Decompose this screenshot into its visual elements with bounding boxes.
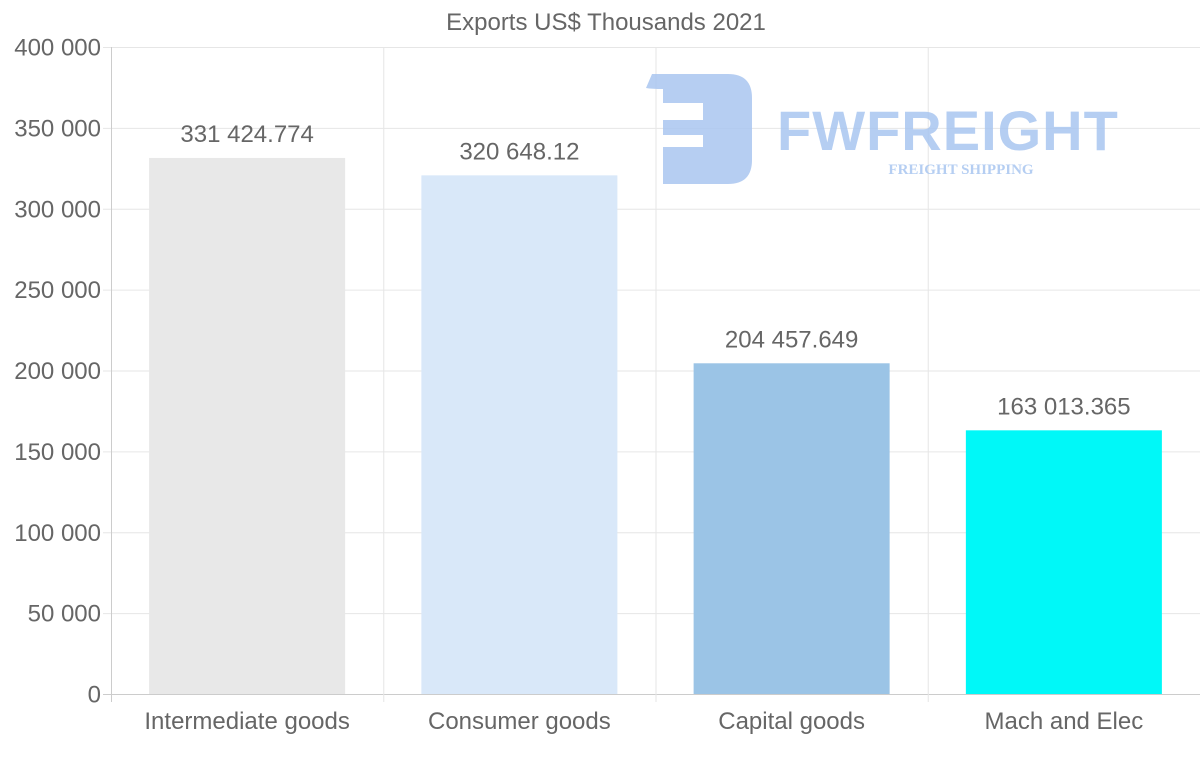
watermark-brand: FWFREIGHT: [777, 99, 1119, 162]
y-tick-label: 300 000: [14, 196, 101, 223]
bar-2: [693, 363, 890, 694]
watermark-logo: FWFREIGHT FREIGHT SHIPPING: [646, 74, 1119, 184]
bar-1: [421, 175, 618, 694]
y-tick-label: 350 000: [14, 115, 101, 142]
y-axis-labels: 0 50 000 100 000 150 000 200 000 250 000 300 0…: [14, 35, 101, 709]
logo-mark-icon: [646, 74, 752, 184]
y-tick-label: 200 000: [14, 358, 101, 385]
value-label: 331 424.774: [180, 121, 313, 148]
value-labels: 331 424.774 320 648.12 204 457.649 163 013.…: [180, 121, 1130, 420]
y-tick-label: 150 000: [14, 439, 101, 466]
y-tick-label: 0: [88, 682, 101, 709]
y-tick-label: 250 000: [14, 277, 101, 304]
value-label: 320 648.12: [459, 138, 579, 165]
x-axis-labels: Intermediate goods Consumer goods Capital …: [144, 708, 1143, 735]
value-label: 204 457.649: [725, 326, 858, 353]
x-tick-label: Consumer goods: [428, 708, 611, 735]
y-tick-label: 100 000: [14, 520, 101, 547]
x-tick-label: Intermediate goods: [144, 708, 349, 735]
value-label: 163 013.365: [997, 393, 1130, 420]
y-tick-label: 50 000: [28, 601, 101, 628]
bars: [149, 157, 1162, 695]
bar-0: [149, 157, 346, 695]
x-tick-label: Capital goods: [718, 708, 865, 735]
watermark-tagline: FREIGHT SHIPPING: [888, 162, 1033, 178]
y-tick-label: 400 000: [14, 35, 101, 62]
bar-3: [965, 430, 1162, 694]
chart-title: Exports US$ Thousands 2021: [446, 9, 766, 36]
x-tick-label: Mach and Elec: [984, 708, 1143, 735]
